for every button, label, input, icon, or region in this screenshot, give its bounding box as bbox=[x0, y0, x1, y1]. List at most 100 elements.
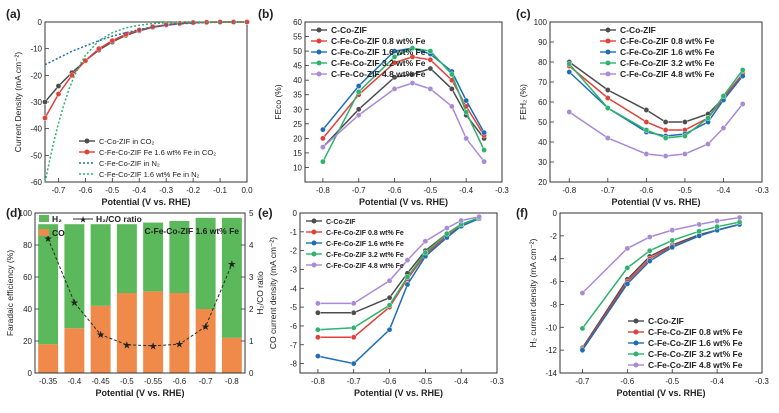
data-point bbox=[350, 309, 357, 316]
data-point bbox=[315, 326, 321, 333]
x-tick-label: -0.8 bbox=[225, 377, 239, 386]
co-bar bbox=[116, 293, 137, 373]
legend-marker bbox=[316, 38, 322, 44]
x-tick-label: -0.4 bbox=[710, 377, 724, 386]
legend-label-h2: H₂ bbox=[52, 214, 62, 224]
data-point bbox=[682, 151, 688, 157]
x-tick-label: -0.5 bbox=[678, 186, 692, 195]
y2-tick-label: 2 bbox=[249, 305, 254, 314]
x-tick-label: -0.4 bbox=[459, 186, 473, 195]
data-point bbox=[643, 119, 650, 125]
panel-a: (a) -0.7 -0.6 -0.5 -0.4 -0.3 -0.2 -0.1 0.0 0 -10 -2… bbox=[6, 7, 253, 207]
ratio-star: ★ bbox=[70, 298, 79, 309]
y-tick-label: 40 bbox=[23, 305, 32, 314]
data-point bbox=[643, 107, 650, 113]
ratio-star: ★ bbox=[149, 341, 158, 352]
data-point bbox=[350, 300, 357, 307]
legend-marker bbox=[605, 38, 611, 44]
y-tick-label: -3 bbox=[290, 265, 298, 274]
x-tick-label: -0.6 bbox=[639, 186, 653, 195]
y-tick-label: 80 bbox=[23, 241, 32, 250]
data-point bbox=[696, 228, 702, 235]
data-point bbox=[463, 109, 469, 115]
co-bar bbox=[195, 309, 216, 373]
data-point bbox=[720, 125, 727, 131]
y2-tick-label: 0 bbox=[249, 369, 254, 378]
x-axis-label: Potential (V vs. RHE) bbox=[611, 197, 700, 207]
y-tick-label: -2 bbox=[290, 247, 298, 256]
ratio-line bbox=[47, 238, 233, 347]
x-tick-label: -0.7 bbox=[347, 377, 361, 386]
y-tick-label: 100 bbox=[19, 209, 33, 218]
x-tick-label: -0.8 bbox=[311, 377, 325, 386]
series-line bbox=[317, 217, 480, 365]
data-point bbox=[624, 281, 631, 287]
data-point bbox=[315, 353, 321, 359]
data-point bbox=[82, 57, 89, 64]
data-point bbox=[458, 217, 464, 224]
h2-bar bbox=[116, 224, 137, 293]
series-line bbox=[317, 216, 480, 331]
data-point bbox=[409, 71, 416, 78]
data-point bbox=[69, 72, 75, 79]
data-point bbox=[409, 54, 416, 60]
y-tick-label: 35 bbox=[293, 91, 302, 100]
x-tick-label: -0.7 bbox=[52, 186, 66, 195]
legend-marker bbox=[633, 329, 639, 335]
y2-tick-label: 4 bbox=[249, 241, 254, 250]
y-tick-label: -1 bbox=[290, 228, 298, 237]
h2-bar bbox=[143, 222, 164, 292]
y-tick-label: 50 bbox=[538, 118, 547, 127]
ratio-star: ★ bbox=[175, 340, 184, 351]
panel-label: (d) bbox=[6, 206, 21, 220]
y-axis-label: Faradaic efficiency (%) bbox=[5, 250, 15, 336]
legend-label: C-Fe-Co-ZIF 3.2 wt% Fe bbox=[326, 252, 404, 259]
y-tick-label: 60 bbox=[293, 18, 302, 27]
x-tick-label: -0.6 bbox=[620, 377, 634, 386]
panel-c: (c) -0.8 -0.7 -0.6 -0.5 -0.4 -0.3 20 30 40 50 60 70 8… bbox=[516, 7, 769, 207]
legend-marker bbox=[633, 340, 639, 346]
y2-tick-label: 1 bbox=[249, 337, 254, 346]
data-point bbox=[315, 309, 321, 316]
y-tick-label: -10 bbox=[545, 323, 557, 332]
legend-label: C-Fe-Co-ZIF 3.2 wt% Fe bbox=[331, 58, 426, 68]
legend-label: C-Fe-Co-ZIF in N₂ bbox=[99, 159, 160, 168]
panel-f: (f) -0.7 -0.6 -0.5 -0.4 -0.3 0 -2 -4 -6 -8 -10 -12 -1… bbox=[516, 206, 769, 398]
co-bar bbox=[169, 293, 190, 373]
y-tick-label: -12 bbox=[545, 346, 557, 355]
y-axis-label: FEco (%) bbox=[273, 84, 283, 120]
data-point bbox=[350, 334, 357, 341]
x-tick-label: -0.7 bbox=[601, 186, 615, 195]
y-tick-label: -20 bbox=[30, 71, 42, 80]
legend-marker bbox=[605, 49, 611, 55]
data-point bbox=[662, 135, 669, 141]
data-point bbox=[391, 74, 398, 81]
y-tick-label: -7 bbox=[290, 341, 298, 350]
series-line bbox=[44, 21, 247, 183]
data-point bbox=[404, 257, 411, 263]
data-point bbox=[705, 115, 711, 121]
y-tick-label: -30 bbox=[30, 98, 42, 107]
data-point bbox=[720, 93, 727, 99]
data-point bbox=[669, 227, 676, 233]
legend-marker bbox=[316, 71, 322, 77]
y-tick-label: 40 bbox=[293, 76, 302, 85]
legend-label-co: CO bbox=[52, 228, 65, 238]
x-axis-label: Potential (V vs. RHE) bbox=[359, 197, 448, 207]
legend-marker bbox=[311, 229, 317, 235]
y-tick-label: -14 bbox=[545, 369, 557, 378]
legend-marker bbox=[311, 218, 317, 224]
legend-marker bbox=[311, 251, 317, 257]
y-tick-label: 20 bbox=[538, 178, 547, 187]
co-bar bbox=[90, 305, 111, 373]
legend-label: C-Fe-Co-ZIF 0.8 wt% Fe bbox=[648, 327, 743, 337]
x-tick-label: -0.3 bbox=[495, 186, 509, 195]
legend-marker bbox=[316, 27, 322, 33]
data-point bbox=[696, 221, 702, 228]
x-tick-label: -0.2 bbox=[186, 186, 200, 195]
y-tick-label: 30 bbox=[293, 105, 302, 114]
legend-marker bbox=[84, 138, 90, 144]
series-line bbox=[322, 47, 485, 162]
data-point bbox=[109, 37, 116, 44]
plot-frame bbox=[34, 212, 246, 374]
